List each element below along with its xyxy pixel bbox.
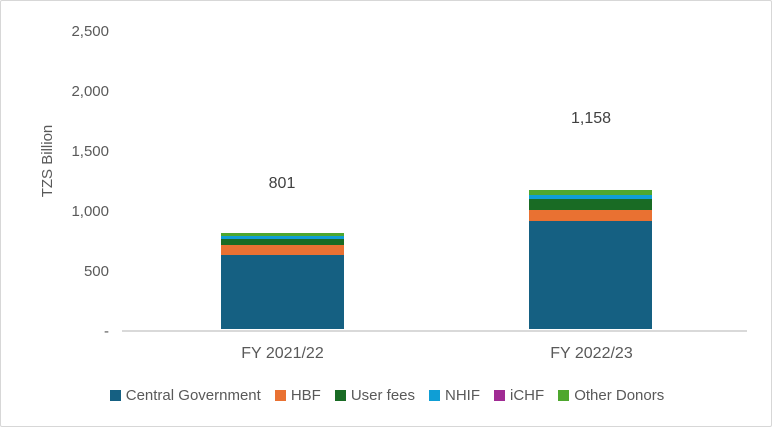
y-tick-label: 2,000 [71,83,109,100]
bar-segment-nhif [221,235,344,239]
legend-item-ichf: iCHF [494,387,544,404]
legend-label: User fees [350,387,416,404]
legend-swatch-icon [558,390,570,401]
stacked-bar-fy-2022-23 [529,190,652,329]
y-tick-label: 2,500 [71,23,109,40]
stacked-bar-fy-2021-22 [221,232,344,329]
y-tick-label: - [104,323,109,340]
bar-segment-central-government [221,255,344,329]
legend-swatch-icon [334,390,346,401]
legend-swatch-icon [429,390,441,401]
legend-label: Central Government [125,387,261,404]
y-tick-label: 1,000 [71,203,109,220]
legend-label: HBF [290,387,321,404]
bar-segment-user-fees [221,238,344,245]
x-category-label: FY 2022/23 [550,345,633,362]
legend-label: iCHF [510,387,545,404]
legend-item-hbf: HBF [274,387,321,404]
legend-item-central-government: Central Government [109,387,261,404]
y-tick-label: 1,500 [71,143,109,160]
legend-item-nhif: NHIF [429,387,480,404]
total-data-label: 1,158 [570,110,612,127]
bar-segment-nhif [529,194,652,200]
legend-item-user-fees: User fees [334,387,416,404]
y-tick-label: 500 [83,263,109,280]
legend-label: NHIF [445,387,481,404]
bar-segment-user-fees [529,199,652,211]
legend-swatch-icon [494,390,506,401]
legend-item-other-donors: Other Donors [558,387,664,404]
bar-segment-hbf [529,210,652,221]
bar-segment-other-donors [529,190,652,195]
bar-segment-central-government [529,220,652,329]
legend-swatch-icon [274,390,286,401]
bar-segment-other-donors [221,232,344,236]
bar-segment-hbf [221,244,344,256]
legend-swatch-icon [109,390,121,401]
total-data-label: 801 [268,175,296,192]
x-axis-line [122,330,747,332]
legend-label: Other Donors [574,387,665,404]
legend: Central Government HBF User fees NHIF iCHF Ot… [1,387,771,404]
x-category-label: FY 2021/22 [241,345,324,362]
